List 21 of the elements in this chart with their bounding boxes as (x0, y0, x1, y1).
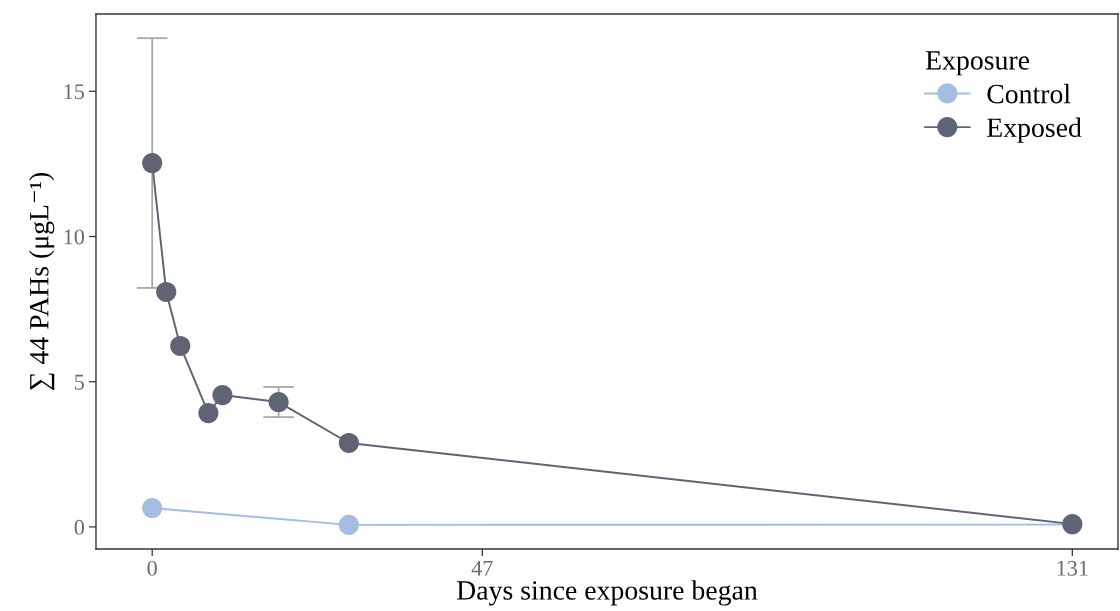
point (212, 385, 233, 406)
legend-title: Exposure (925, 51, 1030, 76)
y-tick-label: 15 (64, 84, 84, 100)
point (198, 403, 219, 424)
x-axis-title: Days since exposure began (456, 580, 758, 606)
y-axis-title: ∑ 44 PAHs (μgL⁻¹) (29, 172, 55, 391)
y-tick-label: 0 (74, 519, 85, 535)
x-tick-label: 131 (1057, 560, 1088, 576)
point (156, 281, 177, 303)
y-tick-label: 10 (64, 229, 85, 245)
point (268, 391, 289, 413)
point (142, 152, 163, 174)
x-tick-label: 47 (471, 560, 493, 576)
x-tick-label: 0 (147, 560, 157, 576)
y-tick-label: 5 (75, 374, 84, 390)
point (338, 514, 359, 535)
legend-label: Exposed (987, 117, 1082, 143)
point (338, 432, 359, 454)
point (170, 335, 191, 357)
point (142, 497, 163, 519)
legend-label: Control (987, 83, 1071, 104)
